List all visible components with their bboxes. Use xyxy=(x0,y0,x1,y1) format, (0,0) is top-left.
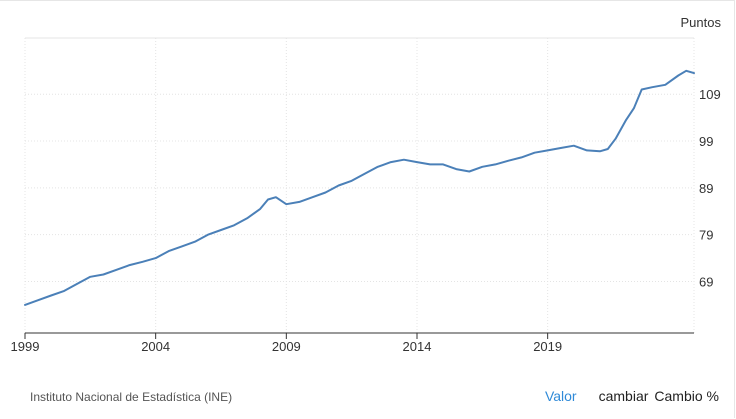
series-group xyxy=(24,69,695,306)
y-tick-label: 99 xyxy=(699,134,713,149)
y-tick-label: 69 xyxy=(699,274,713,289)
y-tick-label: 89 xyxy=(699,181,713,196)
y-tick-label: 109 xyxy=(699,87,721,102)
x-tick-label: 2009 xyxy=(272,339,301,354)
view-controls: Valor cambiar Cambio % xyxy=(545,388,719,404)
change-toggle[interactable]: cambiar xyxy=(598,388,649,404)
source-credit: Instituto Nacional de Estadística (INE) xyxy=(30,390,233,404)
x-tick-label: 2014 xyxy=(403,339,432,354)
y-axis: 69 79 89 99 109 xyxy=(699,87,721,289)
series-line-0 xyxy=(24,69,695,306)
x-tick-label: 1999 xyxy=(11,339,40,354)
footer: Instituto Nacional de Estadística (INE) … xyxy=(0,386,736,410)
x-axis: 1999 2004 2009 2014 2019 xyxy=(11,332,694,354)
value-toggle[interactable]: Valor xyxy=(544,388,577,404)
grid-lines xyxy=(24,37,695,333)
unit-label: Puntos xyxy=(680,15,721,30)
x-tick-label: 2019 xyxy=(533,339,562,354)
y-tick-label: 79 xyxy=(699,228,713,243)
change-percent-toggle[interactable]: Cambio % xyxy=(654,388,719,404)
change-toggle-group: cambiar Cambio % xyxy=(599,388,719,404)
x-tick-label: 2004 xyxy=(141,339,170,354)
